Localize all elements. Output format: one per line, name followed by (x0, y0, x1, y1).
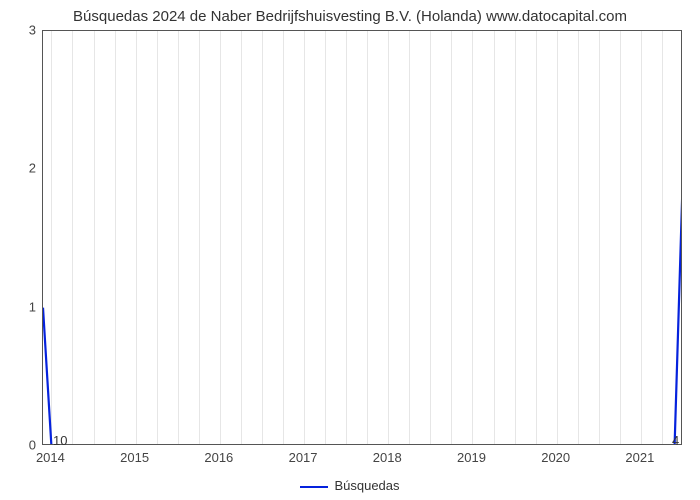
y-tick-label: 2 (16, 161, 36, 176)
x-tick-label: 2017 (289, 450, 318, 465)
chart-area: 0123 20142015201620172018201920202021 10… (42, 30, 682, 445)
y-tick-label: 0 (16, 438, 36, 453)
x-tick-label: 2015 (120, 450, 149, 465)
plot-area (42, 30, 682, 445)
legend-swatch (300, 486, 328, 488)
series-line (43, 31, 682, 445)
y-tick-label: 3 (16, 23, 36, 38)
x-tick-label: 2018 (373, 450, 402, 465)
x-tick-label: 2014 (36, 450, 65, 465)
annotation: 10 (53, 433, 67, 448)
legend-label: Búsquedas (334, 478, 399, 493)
x-tick-label: 2019 (457, 450, 486, 465)
y-tick-label: 1 (16, 299, 36, 314)
annotation: 4 (672, 433, 679, 448)
x-tick-label: 2021 (625, 450, 654, 465)
x-tick-label: 2020 (541, 450, 570, 465)
x-tick-label: 2016 (204, 450, 233, 465)
chart-title: Búsquedas 2024 de Naber Bedrijfshuisvest… (0, 0, 700, 25)
legend: Búsquedas (0, 478, 700, 493)
